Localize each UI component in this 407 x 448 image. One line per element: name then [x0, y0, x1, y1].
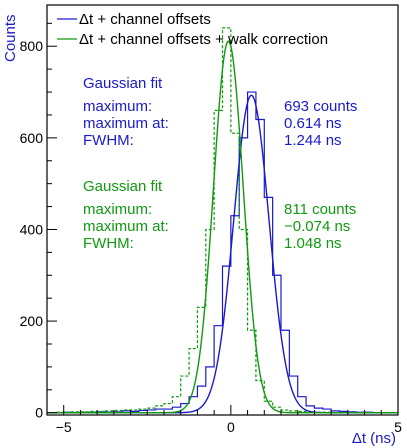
- y-tick-label: 200: [20, 313, 44, 329]
- annotation-value: 0.614 ns: [284, 115, 342, 132]
- annotation-value: 1.048 ns: [284, 235, 342, 252]
- fit-annotation-2: Gaussian fit maximum: maximum at: FWHM: …: [83, 178, 356, 252]
- plot-frame: [46, 4, 399, 416]
- legend-label-series-1: Δt + channel offsets: [79, 11, 211, 28]
- y-tick-label: 0: [35, 405, 43, 421]
- annotation-value: 1.244 ns: [284, 132, 342, 149]
- annotation-label: maximum:: [83, 98, 152, 115]
- gaussian-fit-curve-2: [47, 40, 398, 414]
- y-tick-label: 400: [20, 221, 44, 237]
- annotation-label: FWHM:: [83, 235, 134, 252]
- fit-layer: [47, 40, 398, 414]
- annotation-value: 811 counts: [284, 201, 356, 218]
- x-tick-label: −5: [56, 419, 72, 435]
- annotation-value: 693 counts: [284, 98, 357, 115]
- annotation-label: maximum at:: [83, 218, 169, 235]
- annotation-value: −0.074 ns: [284, 218, 350, 235]
- annotation-label: FWHM:: [83, 132, 134, 149]
- y-tick-label: 800: [20, 38, 44, 54]
- y-tick-label: 600: [20, 130, 44, 146]
- legend-label-series-2: Δt + channel offsets + walk correction: [79, 31, 328, 48]
- x-tick-label: 0: [227, 419, 235, 435]
- x-tick-label: 5: [394, 419, 402, 435]
- fit-annotation-1: Gaussian fit maximum: maximum at: FWHM: …: [83, 75, 357, 149]
- annotation-title: Gaussian fit: [83, 178, 163, 195]
- legend: Δt + channel offsets Δt + channel offset…: [57, 11, 328, 48]
- annotation-label: maximum at:: [83, 115, 169, 132]
- y-axis-title: Counts: [2, 14, 19, 62]
- annotation-label: maximum:: [83, 201, 152, 218]
- x-axis-title: Δt (ns): [352, 430, 396, 447]
- annotation-title: Gaussian fit: [83, 75, 163, 92]
- tick-layer: 0 200 400 600 800 −5 0 5: [20, 22, 402, 435]
